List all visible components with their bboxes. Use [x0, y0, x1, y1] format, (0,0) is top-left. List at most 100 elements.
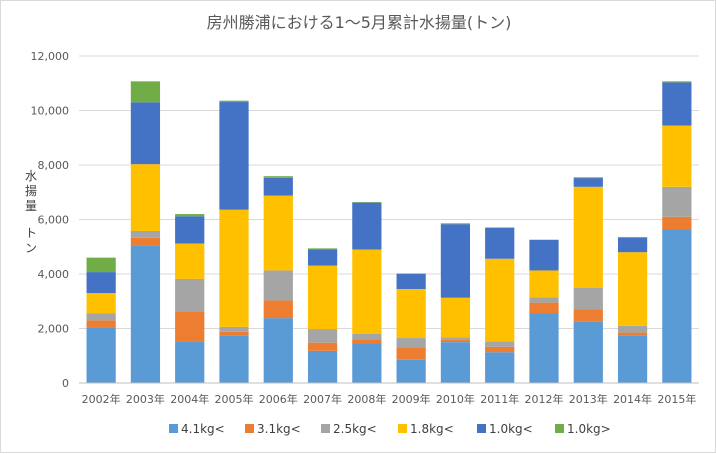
bar-segment	[308, 249, 337, 265]
bar-segment	[131, 245, 160, 383]
bar-segment	[662, 81, 691, 82]
y-tick-label: 12,000	[31, 50, 70, 63]
bar-segment	[219, 101, 248, 102]
bar-segment	[175, 312, 204, 342]
x-category-label: 2015年	[657, 392, 696, 406]
bar-segment	[87, 272, 116, 293]
x-category-label: 2005年	[215, 392, 254, 406]
legend-swatch	[555, 424, 564, 433]
bar-segment	[441, 224, 470, 298]
bar-segment	[618, 333, 647, 336]
bar-segment	[308, 248, 337, 249]
bar-segment	[131, 238, 160, 246]
bar-segment	[352, 339, 381, 343]
bar-segment	[87, 320, 116, 327]
bar-segment	[131, 231, 160, 238]
y-tick-label: 0	[62, 377, 69, 390]
legend-swatch	[169, 424, 178, 433]
bar-segment	[87, 293, 116, 313]
bar-segment	[618, 238, 647, 252]
bar-segment	[574, 322, 603, 383]
x-category-label: 2004年	[170, 392, 209, 406]
bar-segment	[662, 187, 691, 217]
bar-segment	[529, 297, 558, 302]
bar-segment	[662, 217, 691, 229]
bar-segment	[441, 342, 470, 383]
bar-segment	[352, 202, 381, 203]
x-category-label: 2011年	[480, 392, 519, 406]
bar-segment	[131, 81, 160, 102]
bar-segment	[529, 303, 558, 314]
bar-segment	[618, 252, 647, 326]
bar-segment	[352, 249, 381, 333]
bar-segment	[352, 334, 381, 339]
bar-segment	[574, 178, 603, 187]
bar-segment	[485, 259, 514, 342]
x-axis-categories: 2002年 2003年 2004年 2005年 2006年 2007年 2008年 2009年…	[82, 392, 697, 406]
bar-segment	[397, 360, 426, 383]
bar-segment	[87, 327, 116, 383]
legend-swatch	[398, 424, 407, 433]
x-category-label: 2007年	[303, 392, 342, 406]
x-category-label: 2002年	[82, 392, 121, 406]
bar-segment	[529, 240, 558, 271]
legend-entry: 1.0kg>	[567, 422, 611, 436]
bar-segment	[352, 343, 381, 383]
y-tick-label: 2,000	[38, 323, 70, 336]
x-category-label: 2009年	[392, 392, 431, 406]
bar-segment	[264, 196, 293, 271]
bar-segment	[264, 318, 293, 383]
x-category-label: 2006年	[259, 392, 298, 406]
x-category-label: 2014年	[613, 392, 652, 406]
bar-segment	[308, 329, 337, 343]
bar-segment	[397, 338, 426, 348]
bar-segment	[175, 243, 204, 278]
y-tick-label: 10,000	[31, 105, 70, 118]
bar-segment	[618, 326, 647, 333]
bar-segment	[264, 300, 293, 318]
bar-segment	[485, 341, 514, 346]
legend-entry: 1.8kg<	[410, 422, 454, 436]
legend-entry: 4.1kg<	[181, 422, 225, 436]
bar-segment	[175, 279, 204, 312]
bar-segment	[441, 337, 470, 340]
bar-segment	[397, 289, 426, 338]
bar-segment	[397, 273, 426, 274]
bar-segment	[618, 237, 647, 238]
bar-segment	[574, 177, 603, 178]
bar-segment	[219, 335, 248, 383]
y-tick-label: 6,000	[38, 214, 70, 227]
bar-segment	[574, 288, 603, 310]
bar-segment	[219, 332, 248, 336]
bars	[87, 81, 692, 383]
bar-segment	[397, 348, 426, 360]
bar-segment	[308, 351, 337, 383]
bar-segment	[264, 176, 293, 178]
bar-segment	[529, 314, 558, 383]
x-category-label: 2008年	[347, 392, 386, 406]
bar-segment	[87, 258, 116, 272]
x-category-label: 2013年	[569, 392, 608, 406]
y-tick-label: 8,000	[38, 159, 70, 172]
x-category-label: 2003年	[126, 392, 165, 406]
bar-segment	[219, 327, 248, 332]
legend-swatch	[477, 424, 486, 433]
bar-segment	[662, 229, 691, 383]
bar-segment	[87, 314, 116, 321]
bar-segment	[574, 309, 603, 321]
bar-segment	[485, 347, 514, 352]
bar-segment	[485, 228, 514, 259]
bar-segment	[219, 102, 248, 210]
legend: 4.1kg<3.1kg<2.5kg<1.8kg<1.0kg<1.0kg>	[169, 422, 611, 436]
legend-entry: 1.0kg<	[489, 422, 533, 436]
bar-segment	[441, 340, 470, 342]
bar-segment	[264, 270, 293, 300]
bar-segment	[308, 343, 337, 351]
legend-swatch	[245, 424, 254, 433]
bar-segment	[485, 352, 514, 383]
bar-segment	[175, 214, 204, 216]
chart-title: 房州勝浦における1～5月累計水揚量(トン)	[207, 13, 512, 32]
